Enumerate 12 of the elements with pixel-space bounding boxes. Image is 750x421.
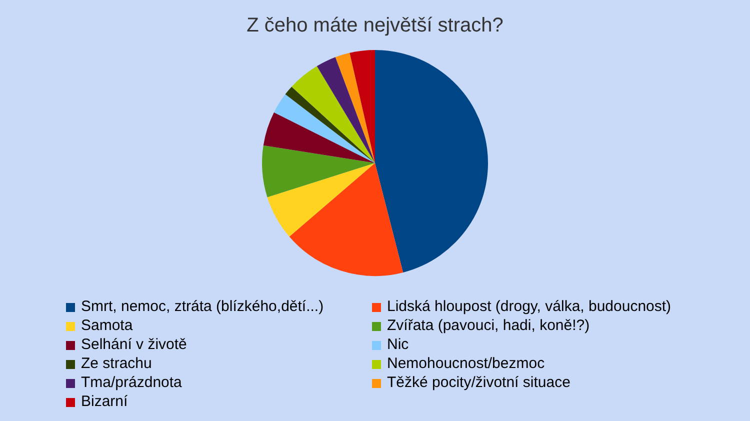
legend-label: Tma/prázdnota <box>81 374 182 392</box>
chart-title: Z čeho máte největší strach? <box>246 14 504 37</box>
legend-label: Lidská hloupost (drogy, válka, budoucnost) <box>387 298 672 316</box>
legend-label: Selhání v životě <box>81 336 187 354</box>
legend-label: Ze strachu <box>81 355 152 373</box>
legend-label: Těžké pocity/životní situace <box>387 374 570 392</box>
legend-label: Zvířata (pavouci, hadi, koně!?) <box>387 317 590 335</box>
legend-label: Bizarní <box>81 393 128 411</box>
legend-label: Nic <box>387 336 409 354</box>
legend-label: Nemohoucnost/bezmoc <box>387 355 545 373</box>
legend-label: Samota <box>81 317 133 335</box>
legend-label: Smrt, nemoc, ztráta (blízkého,dětí...) <box>81 298 324 316</box>
